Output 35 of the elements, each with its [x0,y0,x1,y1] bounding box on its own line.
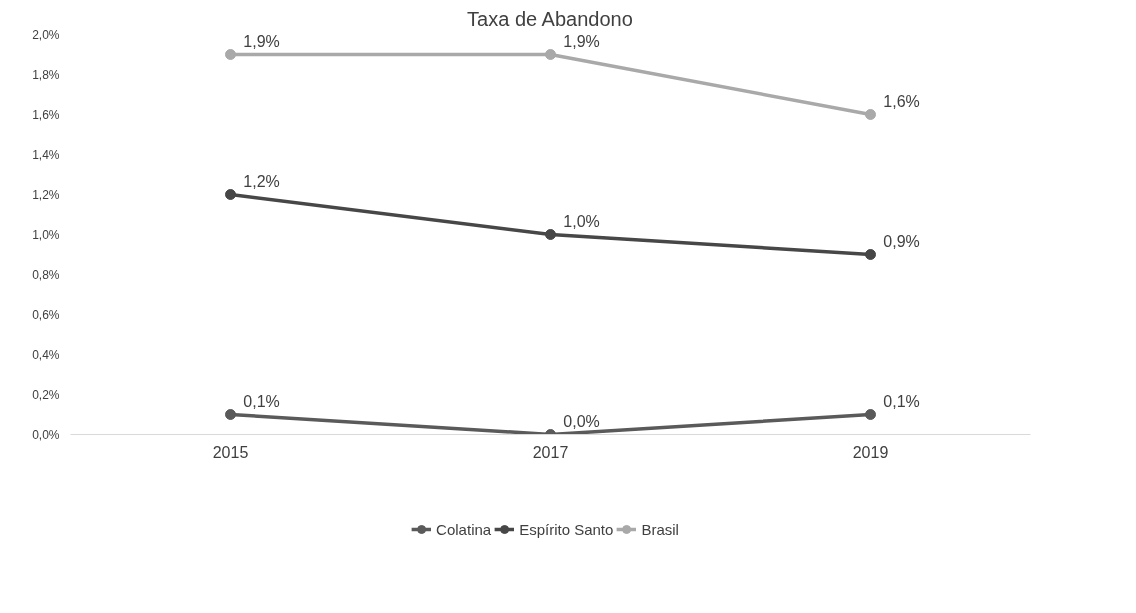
point [865,109,876,120]
legend-label: Brasil [641,520,679,538]
data-label: 1,6% [883,93,920,110]
y-tick-label: 0,6% [32,307,60,322]
y-tick-label: 1,4% [32,147,60,162]
data-label: 1,2% [243,173,280,190]
y-tick-label: 2,0% [32,27,60,42]
legend-label: Espírito Santo [519,520,614,538]
point [225,49,236,60]
data-label: 0,1% [883,393,920,410]
x-tick-label: 2015 [212,443,249,461]
y-tick-label: 0,2% [32,387,60,402]
x-tick-label: 2017 [532,443,569,461]
y-tick-label: 1,6% [32,107,60,122]
y-tick-label: 0,8% [32,267,60,282]
point [865,249,876,260]
y-tick-label: 0,0% [32,427,60,442]
data-label: 0,1% [243,393,280,410]
y-tick-label: 1,0% [32,227,60,242]
point [865,409,876,420]
y-tick-label: 1,8% [32,67,60,82]
data-label: 1,9% [243,33,280,50]
point [545,49,556,60]
chart-title: Taxa de Abandono [467,7,633,30]
y-tick-label: 1,2% [32,187,60,202]
point [225,189,236,200]
x-tick-label: 2019 [852,443,889,461]
data-label: 0,9% [883,233,920,250]
y-tick-label: 0,4% [32,347,60,362]
legend-label: Colatina [436,520,492,538]
data-label: 0,0% [563,413,600,430]
point [225,409,236,420]
data-label: 1,0% [563,213,600,230]
point [545,229,556,240]
data-label: 1,9% [563,33,600,50]
